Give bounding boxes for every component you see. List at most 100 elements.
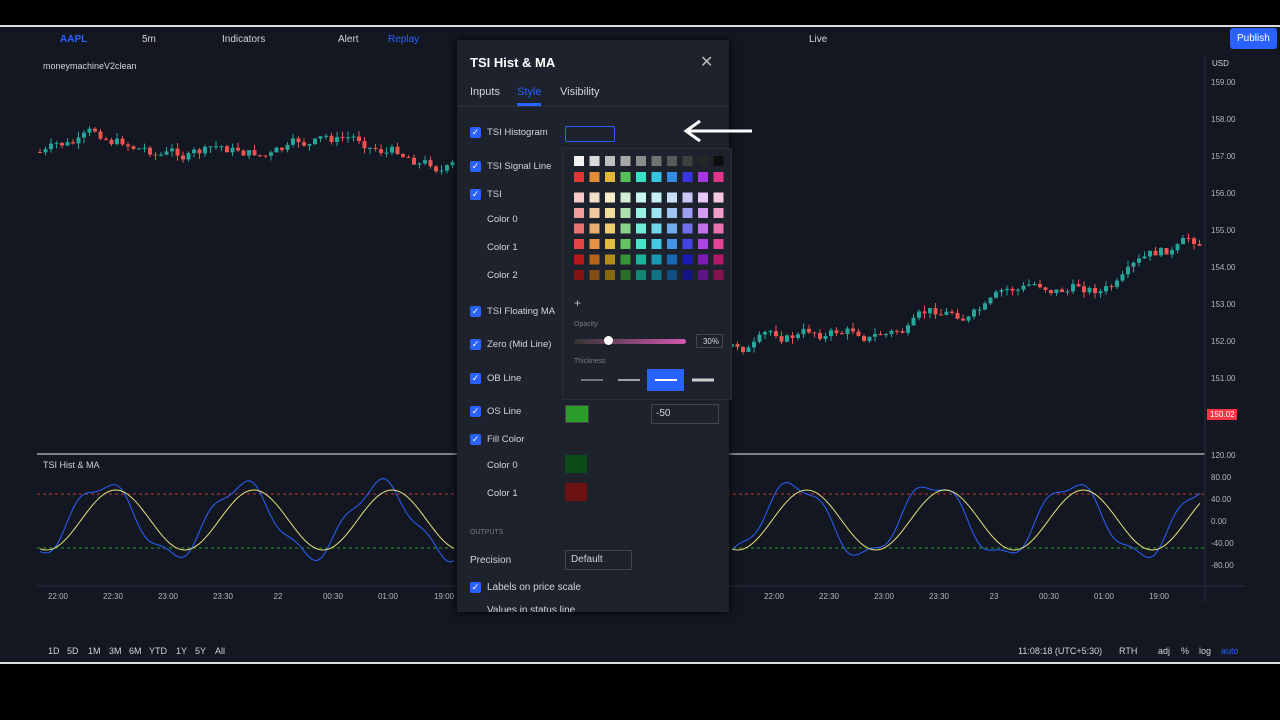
checkbox[interactable]: ✓	[470, 161, 481, 172]
range-button[interactable]: 6M	[129, 646, 142, 656]
swatch	[589, 156, 600, 166]
candle	[1148, 250, 1152, 257]
opacity-value[interactable]: 30%	[696, 334, 723, 348]
auto[interactable]: auto	[1221, 646, 1239, 656]
swatch	[682, 192, 693, 203]
range-button[interactable]: 1D	[48, 646, 60, 656]
percent[interactable]: %	[1181, 646, 1190, 656]
range-button[interactable]: 1M	[88, 646, 101, 656]
candle	[439, 170, 444, 172]
checkbox[interactable]: ✓	[470, 306, 481, 317]
candle	[302, 142, 306, 146]
swatch	[698, 254, 708, 265]
row-label: Color 0	[487, 460, 518, 471]
candle	[318, 136, 323, 139]
candle	[401, 154, 405, 157]
time-tick: 22	[274, 592, 283, 601]
divider	[457, 106, 729, 107]
tab[interactable]: Inputs	[470, 86, 500, 98]
swatch	[667, 270, 677, 280]
swatch	[698, 172, 708, 182]
checkbox[interactable]: ✓	[470, 406, 481, 417]
adj[interactable]: adj	[1158, 646, 1171, 656]
row-label: TSI	[487, 189, 502, 200]
rth[interactable]: RTH	[1119, 646, 1138, 656]
candle	[285, 144, 290, 150]
row-label: Color 0	[487, 214, 518, 225]
checkbox[interactable]: ✓	[470, 434, 481, 445]
time-tick: 23:30	[929, 592, 950, 601]
candle	[340, 137, 345, 139]
candle	[115, 138, 119, 145]
live-button[interactable]: Live	[809, 34, 828, 45]
candle	[82, 132, 86, 138]
time-tick: 22:30	[103, 592, 124, 601]
time-tick: 23	[990, 592, 999, 601]
swatch	[698, 223, 708, 234]
publish-button[interactable]: Publish	[1230, 28, 1277, 49]
os-value[interactable]: -50	[651, 404, 719, 424]
swatch	[605, 239, 615, 249]
range-button[interactable]: 3M	[109, 646, 122, 656]
swatch	[589, 223, 600, 234]
candle	[1164, 248, 1169, 255]
alert-button[interactable]: Alert	[338, 34, 359, 45]
candle	[252, 150, 257, 156]
os-swatch[interactable]	[565, 405, 589, 423]
range-button[interactable]: All	[215, 646, 226, 656]
slider-thumb[interactable]	[604, 336, 613, 345]
candle	[137, 148, 141, 150]
swatch	[651, 270, 662, 280]
symbol[interactable]: AAPL	[60, 34, 88, 45]
interval[interactable]: 5m	[142, 34, 156, 45]
range-button[interactable]: 5D	[67, 646, 79, 656]
swatch	[682, 223, 693, 234]
precision-select[interactable]: Default	[565, 550, 632, 570]
time-tick: 22:00	[764, 592, 785, 601]
candle	[1016, 289, 1020, 291]
opacity-slider[interactable]	[574, 339, 686, 344]
pane-tick: 120.00	[1211, 451, 1236, 460]
outputs-heading: OUTPUTS	[470, 529, 504, 536]
pane-tick: 80.00	[1211, 473, 1232, 482]
swatch	[620, 223, 631, 234]
swatch	[651, 156, 662, 166]
checkbox[interactable]: ✓	[470, 189, 481, 200]
candle	[867, 336, 872, 341]
tab[interactable]: Visibility	[560, 86, 600, 98]
candle	[746, 347, 751, 352]
checkbox[interactable]: ✓	[470, 373, 481, 384]
candle	[1159, 248, 1163, 256]
replay-button[interactable]: Replay	[388, 34, 420, 45]
tab[interactable]: Style	[517, 86, 542, 98]
swatch	[605, 254, 615, 265]
add-color[interactable]: +	[574, 296, 582, 310]
swatch	[574, 208, 584, 218]
swatch	[620, 254, 631, 265]
indicators-button[interactable]: Indicators	[222, 34, 266, 45]
swatch	[620, 270, 631, 280]
time-tick: 01:00	[1094, 592, 1115, 601]
candle	[159, 154, 163, 156]
range-button[interactable]: YTD	[149, 646, 167, 656]
candle	[71, 142, 75, 144]
values-in-status-line: Values in status line	[487, 605, 576, 612]
checkbox[interactable]: ✓	[470, 582, 481, 593]
histogram-swatch[interactable]	[565, 126, 615, 142]
candle	[785, 335, 789, 342]
candle	[840, 333, 844, 335]
swatch	[636, 270, 646, 280]
candle	[412, 157, 416, 165]
checkbox[interactable]: ✓	[470, 127, 481, 138]
fill-color-0[interactable]	[565, 455, 587, 473]
range-button[interactable]: 1Y	[176, 646, 188, 656]
log[interactable]: log	[1199, 646, 1212, 656]
price-tick: 155.00	[1211, 226, 1236, 235]
close[interactable]: ✕	[700, 54, 714, 71]
checkbox[interactable]: ✓	[470, 339, 481, 350]
candle	[741, 346, 745, 352]
row-label: TSI Histogram	[487, 127, 548, 138]
fill-color-1[interactable]	[565, 483, 587, 501]
range-button[interactable]: 5Y	[195, 646, 207, 656]
swatch	[589, 208, 600, 218]
